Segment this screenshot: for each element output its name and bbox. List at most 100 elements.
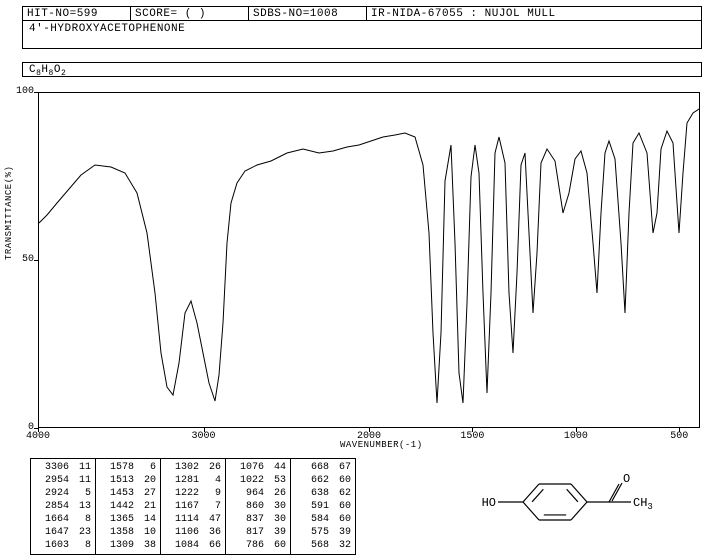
peak-wavenumber: 2924	[35, 487, 69, 500]
peak-row: 66260	[291, 474, 355, 487]
peak-transmittance: 39	[329, 526, 351, 539]
peak-column: 130226128141222911677111447110636108466	[161, 459, 226, 554]
x-tick-label: 4000	[26, 431, 50, 442]
peak-row: 56832	[291, 539, 355, 552]
ir-info: IR-NIDA-67055 : NUJOL MULL	[367, 7, 701, 20]
peak-transmittance: 60	[264, 539, 286, 552]
peak-transmittance: 60	[329, 500, 351, 513]
peak-transmittance: 66	[199, 539, 221, 552]
peak-column: 330611295411292452854131664816472316038	[31, 459, 96, 554]
peak-transmittance: 30	[264, 500, 286, 513]
peak-wavenumber: 568	[295, 539, 329, 552]
peak-transmittance: 30	[264, 513, 286, 526]
peak-wavenumber: 1114	[165, 513, 199, 526]
x-tick-label: 3000	[191, 431, 215, 442]
molecular-structure: HOOCH3	[450, 462, 700, 542]
peak-row: 130226	[161, 461, 225, 474]
peak-transmittance: 20	[134, 474, 156, 487]
peak-row: 11677	[161, 500, 225, 513]
peak-wavenumber: 1022	[230, 474, 264, 487]
peak-row: 145327	[96, 487, 160, 500]
peak-transmittance: 39	[264, 526, 286, 539]
peak-wavenumber: 1076	[230, 461, 264, 474]
spectrum-plot	[38, 92, 700, 428]
peak-wavenumber: 1453	[100, 487, 134, 500]
peak-row: 86030	[226, 500, 290, 513]
peak-row: 330611	[31, 461, 95, 474]
peak-row: 295411	[31, 474, 95, 487]
peak-wavenumber: 837	[230, 513, 264, 526]
peak-row: 58460	[291, 513, 355, 526]
peak-transmittance: 13	[69, 500, 91, 513]
peak-row: 83730	[226, 513, 290, 526]
peak-row: 12814	[161, 474, 225, 487]
peak-wavenumber: 3306	[35, 461, 69, 474]
x-axis-label: WAVENUMBER(-1)	[340, 440, 423, 450]
peak-wavenumber: 817	[230, 526, 264, 539]
x-tick-label: 500	[670, 431, 688, 442]
peak-transmittance: 36	[199, 526, 221, 539]
peak-wavenumber: 1664	[35, 513, 69, 526]
peak-row: 78660	[226, 539, 290, 552]
peak-transmittance: 62	[329, 487, 351, 500]
peak-wavenumber: 638	[295, 487, 329, 500]
peak-wavenumber: 1281	[165, 474, 199, 487]
peak-row: 81739	[226, 526, 290, 539]
peak-wavenumber: 1084	[165, 539, 199, 552]
hit-no: HIT-NO=599	[23, 7, 131, 20]
peak-transmittance: 38	[134, 539, 156, 552]
peak-transmittance: 11	[69, 461, 91, 474]
peak-row: 136514	[96, 513, 160, 526]
peak-transmittance: 9	[199, 487, 221, 500]
peak-wavenumber: 662	[295, 474, 329, 487]
peak-row: 29245	[31, 487, 95, 500]
peak-row: 66867	[291, 461, 355, 474]
x-tick-label: 1000	[564, 431, 588, 442]
peak-column: 1578615132014532714422113651413581013093…	[96, 459, 161, 554]
peak-transmittance: 5	[69, 487, 91, 500]
peak-wavenumber: 1358	[100, 526, 134, 539]
peak-transmittance: 14	[134, 513, 156, 526]
peak-transmittance: 10	[134, 526, 156, 539]
peak-row: 107644	[226, 461, 290, 474]
peak-transmittance: 44	[264, 461, 286, 474]
peak-transmittance: 53	[264, 474, 286, 487]
peak-transmittance: 60	[329, 474, 351, 487]
peak-transmittance: 8	[69, 539, 91, 552]
peak-transmittance: 4	[199, 474, 221, 487]
header-bar: HIT-NO=599 SCORE= ( ) SDBS-NO=1008 IR-NI…	[22, 6, 702, 21]
y-tick-label: 50	[10, 254, 34, 265]
peak-column: 66867662606386259160584605753956832	[291, 459, 355, 554]
x-tick-label: 1500	[460, 431, 484, 442]
peak-row: 15786	[96, 461, 160, 474]
peak-row: 16648	[31, 513, 95, 526]
peak-wavenumber: 668	[295, 461, 329, 474]
peak-row: 108466	[161, 539, 225, 552]
peak-transmittance: 26	[264, 487, 286, 500]
peak-wavenumber: 1106	[165, 526, 199, 539]
peak-wavenumber: 1222	[165, 487, 199, 500]
peak-transmittance: 47	[199, 513, 221, 526]
peak-transmittance: 21	[134, 500, 156, 513]
peak-wavenumber: 1309	[100, 539, 134, 552]
peak-row: 16038	[31, 539, 95, 552]
molecular-formula: C8H8O2	[22, 62, 702, 77]
peak-wavenumber: 575	[295, 526, 329, 539]
peak-wavenumber: 591	[295, 500, 329, 513]
peak-row: 135810	[96, 526, 160, 539]
peak-row: 110636	[161, 526, 225, 539]
peak-wavenumber: 1365	[100, 513, 134, 526]
peak-transmittance: 23	[69, 526, 91, 539]
peak-transmittance: 67	[329, 461, 351, 474]
peak-column: 1076441022539642686030837308173978660	[226, 459, 291, 554]
y-tick-label: 100	[10, 86, 34, 97]
peak-wavenumber: 1603	[35, 539, 69, 552]
peak-transmittance: 32	[329, 539, 351, 552]
peak-transmittance: 6	[134, 461, 156, 474]
peak-row: 130938	[96, 539, 160, 552]
peak-wavenumber: 584	[295, 513, 329, 526]
peak-wavenumber: 1167	[165, 500, 199, 513]
peak-wavenumber: 1302	[165, 461, 199, 474]
svg-text:O: O	[623, 472, 630, 486]
peak-wavenumber: 2854	[35, 500, 69, 513]
